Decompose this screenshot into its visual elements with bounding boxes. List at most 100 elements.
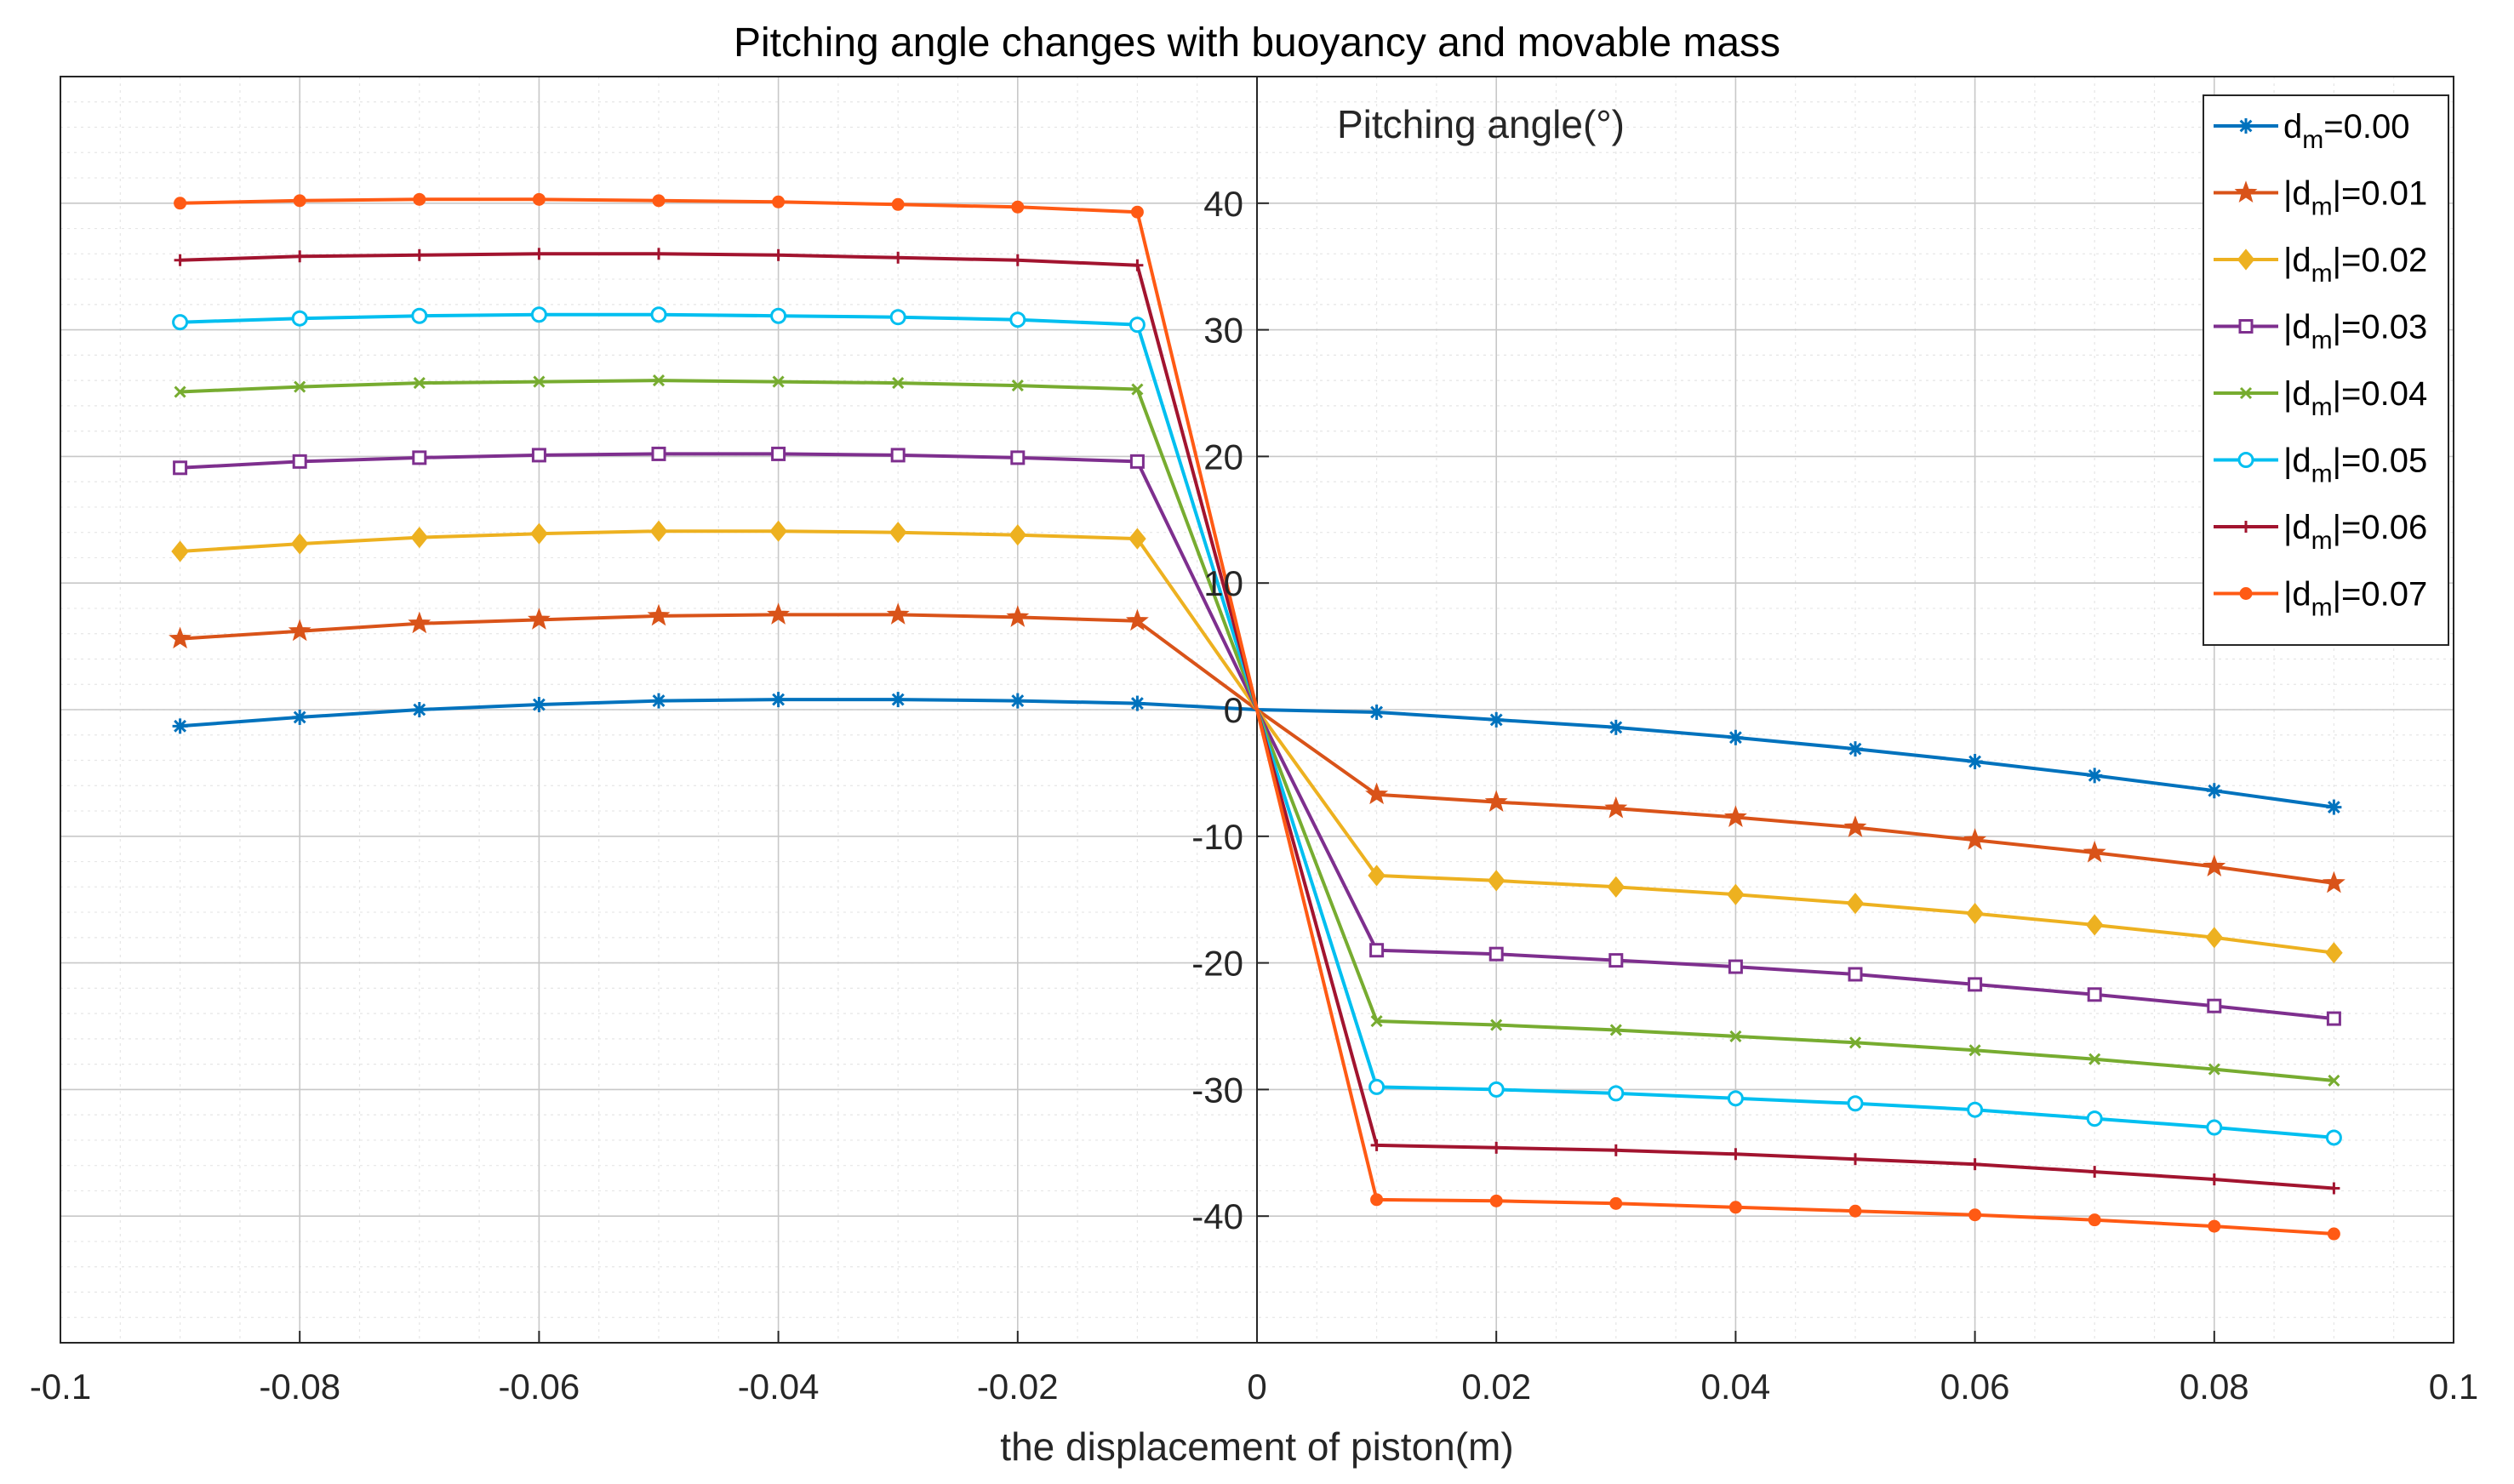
x-tick-label: -0.06 (499, 1367, 580, 1407)
data-point (2327, 1227, 2340, 1241)
data-point (1008, 524, 1027, 546)
data-point (531, 448, 546, 463)
data-point (891, 197, 905, 211)
data-point-stroke (294, 380, 306, 393)
legend-item: |dm|=0.04 (2214, 375, 2427, 421)
data-point (527, 608, 551, 630)
data-point-core (1852, 745, 1859, 753)
data-point (1848, 1036, 1862, 1049)
data-point (173, 460, 188, 476)
data-point (771, 446, 786, 461)
data-point (1967, 754, 1983, 770)
data-point (1009, 693, 1026, 709)
y-tick-label: -20 (1191, 944, 1243, 984)
data-point (532, 192, 546, 206)
data-point (772, 248, 785, 261)
data-point (2328, 1182, 2340, 1195)
data-point (1609, 1196, 1623, 1210)
legend-item: |dm|=0.03 (2214, 309, 2427, 355)
data-point (288, 619, 311, 642)
data-point (1968, 1158, 1981, 1171)
data-point (2205, 927, 2224, 949)
data-point (408, 611, 431, 634)
data-point (2088, 1166, 2101, 1179)
y-tick-label: -10 (1191, 817, 1243, 857)
data-point (174, 197, 187, 210)
data-point (890, 692, 906, 708)
y-tick-label: 0 (1224, 690, 1243, 730)
data-point (1487, 870, 1506, 892)
data-point (1608, 719, 1624, 735)
legend-item: |dm|=0.02 (2214, 242, 2427, 288)
data-point-core (1014, 697, 1021, 705)
data-point (1727, 1090, 1744, 1107)
data-point (1011, 200, 1025, 214)
data-point (2326, 1011, 2341, 1026)
data-point (772, 195, 786, 208)
data-point-stroke (1968, 1044, 1981, 1057)
data-point (1368, 704, 1385, 720)
data-point (413, 192, 426, 206)
data-point (1128, 528, 1146, 550)
data-point (2086, 1110, 2103, 1127)
data-point-stroke (892, 377, 905, 390)
data-point (1968, 1208, 1982, 1222)
data-point-core (774, 696, 782, 704)
data-point (2237, 452, 2254, 468)
data-point (1608, 1085, 1625, 1102)
data-point (1490, 1019, 1503, 1031)
data-point (1490, 1141, 1503, 1154)
data-point (1129, 695, 1146, 711)
data-point-stroke (652, 374, 666, 387)
legend-item: |dm|=0.01 (2214, 175, 2427, 221)
data-point (533, 375, 546, 388)
data-point-core (894, 696, 902, 704)
data-point (413, 248, 426, 261)
y-tick-label: -30 (1191, 1070, 1243, 1110)
data-point (2087, 987, 2102, 1002)
data-point (2239, 386, 2253, 400)
data-point (1488, 711, 1505, 728)
data-point-stroke (2328, 1074, 2340, 1087)
data-point (1368, 1078, 1386, 1095)
y-tick-label: -40 (1191, 1196, 1243, 1236)
data-point (530, 306, 547, 323)
legend-label: |dm|=0.01 (2283, 175, 2427, 221)
data-point (2326, 799, 2342, 815)
data-point (411, 702, 427, 717)
data-point (892, 377, 905, 390)
data-point (772, 375, 785, 388)
x-tick-label: 0.06 (1940, 1367, 2010, 1407)
data-point (652, 374, 666, 387)
data-point (174, 385, 186, 398)
legend-label: |dm|=0.02 (2283, 242, 2427, 288)
data-point (1125, 608, 1149, 631)
data-point-core (655, 697, 662, 705)
data-point (1848, 1204, 1862, 1218)
data-point (1607, 876, 1626, 898)
data-point (1609, 1144, 1622, 1156)
data-point (171, 540, 189, 562)
data-point-stroke (772, 375, 785, 388)
data-point (530, 522, 548, 545)
data-point (292, 454, 307, 469)
data-point (2206, 1119, 2223, 1136)
data-point (1848, 967, 1863, 982)
data-point (650, 306, 667, 323)
data-point (2085, 914, 2104, 936)
data-point (290, 533, 309, 555)
data-point-core (1971, 758, 1979, 766)
data-point (770, 307, 787, 324)
data-point (2088, 1213, 2101, 1227)
y-tick-label: 20 (1203, 437, 1243, 477)
data-point (1006, 605, 1030, 627)
data-point (1370, 1014, 1383, 1028)
x-tick-label: -0.1 (30, 1367, 91, 1407)
data-point (1967, 1101, 1984, 1118)
data-point (1129, 454, 1145, 469)
y-axis-label: Pitching angle(°) (1337, 102, 1625, 146)
data-point (1846, 893, 1865, 915)
data-point (174, 254, 186, 266)
data-point (172, 718, 188, 734)
